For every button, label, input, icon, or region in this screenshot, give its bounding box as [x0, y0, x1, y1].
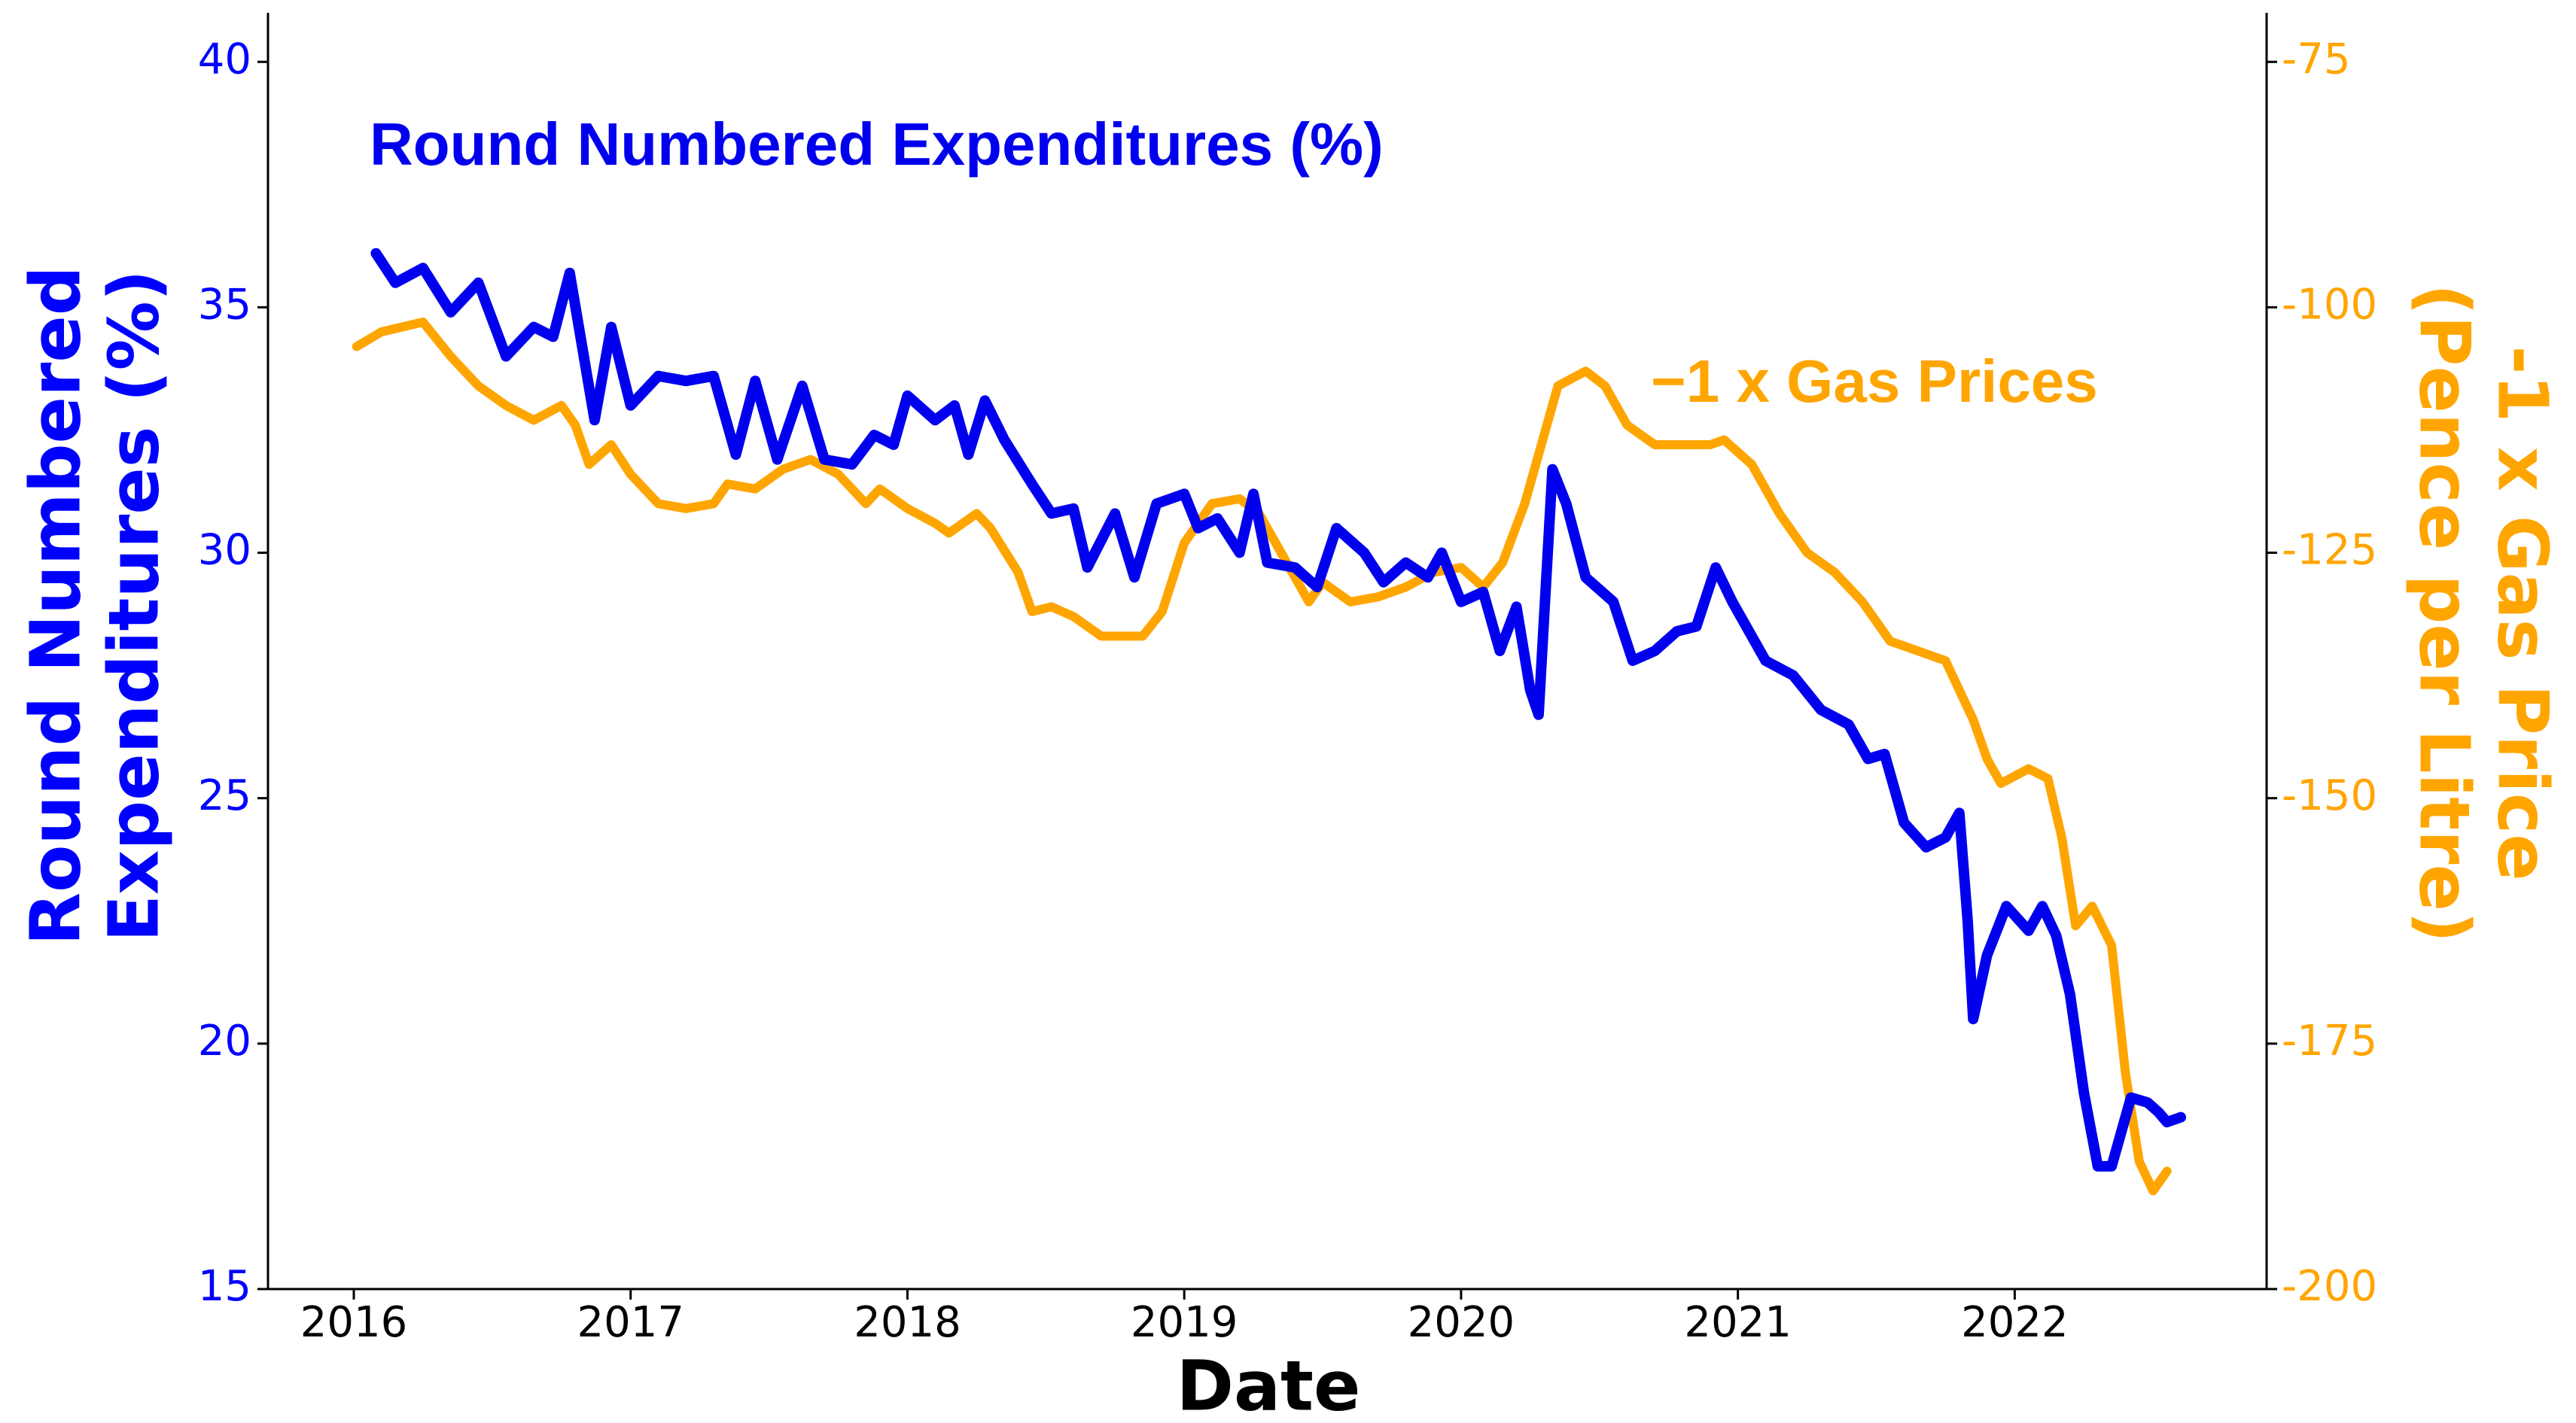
y2-tick-label: -200 — [2282, 1262, 2377, 1311]
x-tick-label: 2019 — [1131, 1298, 1238, 1347]
y-tick-label: 25 — [198, 771, 251, 820]
y-tick-label: 30 — [198, 526, 251, 575]
x-tick-label: 2017 — [577, 1298, 684, 1347]
y2-tick-label: -75 — [2282, 35, 2350, 84]
series-line — [352, 318, 2172, 1196]
x-tick-label: 2016 — [300, 1298, 408, 1347]
y2-axis-label: -1 x Gas Price — [2483, 345, 2563, 880]
y2-tick-label: -175 — [2282, 1017, 2377, 1066]
y-tick-label: 20 — [198, 1017, 251, 1066]
y2-axis-label: (Pence per Litre) — [2404, 284, 2485, 943]
x-axis-label: Date — [1177, 1345, 1361, 1423]
x-tick-label: 2021 — [1684, 1298, 1792, 1347]
x-tick-label: 2022 — [1961, 1298, 2069, 1347]
y-tick-label: 40 — [198, 35, 251, 84]
series-label: Round Numbered Expenditures (%) — [370, 111, 1384, 178]
y2-tick-label: -100 — [2282, 281, 2377, 330]
y-tick-label: 35 — [198, 281, 251, 330]
y-tick-label: 15 — [198, 1262, 251, 1311]
series-label: −1 x Gas Prices — [1651, 348, 2098, 415]
y2-tick-label: -150 — [2282, 771, 2377, 820]
series-line — [370, 248, 2186, 1172]
y-axis-label: Expenditures (%) — [93, 269, 174, 942]
x-tick-label: 2020 — [1408, 1298, 1515, 1347]
y-axis-label: Round Numbered — [15, 266, 96, 945]
y2-tick-label: -125 — [2282, 526, 2377, 575]
x-tick-label: 2018 — [854, 1298, 961, 1347]
